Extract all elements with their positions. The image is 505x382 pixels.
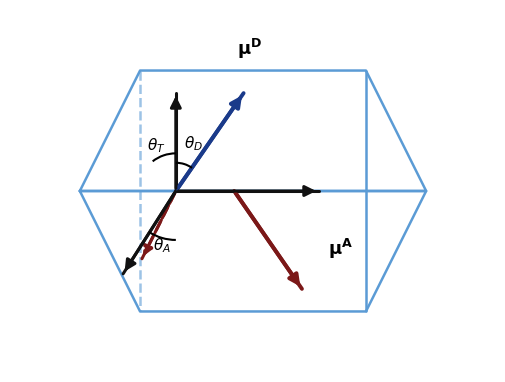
Text: $\theta_A$: $\theta_A$: [153, 236, 171, 255]
Text: $\theta_T$: $\theta_T$: [147, 136, 165, 155]
Text: $\mathbf{\mu}^\mathbf{D}$: $\mathbf{\mu}^\mathbf{D}$: [236, 37, 261, 61]
Text: $\mathbf{\mu}^\mathbf{A}$: $\mathbf{\mu}^\mathbf{A}$: [328, 237, 352, 261]
Text: $\theta_D$: $\theta_D$: [184, 135, 203, 153]
